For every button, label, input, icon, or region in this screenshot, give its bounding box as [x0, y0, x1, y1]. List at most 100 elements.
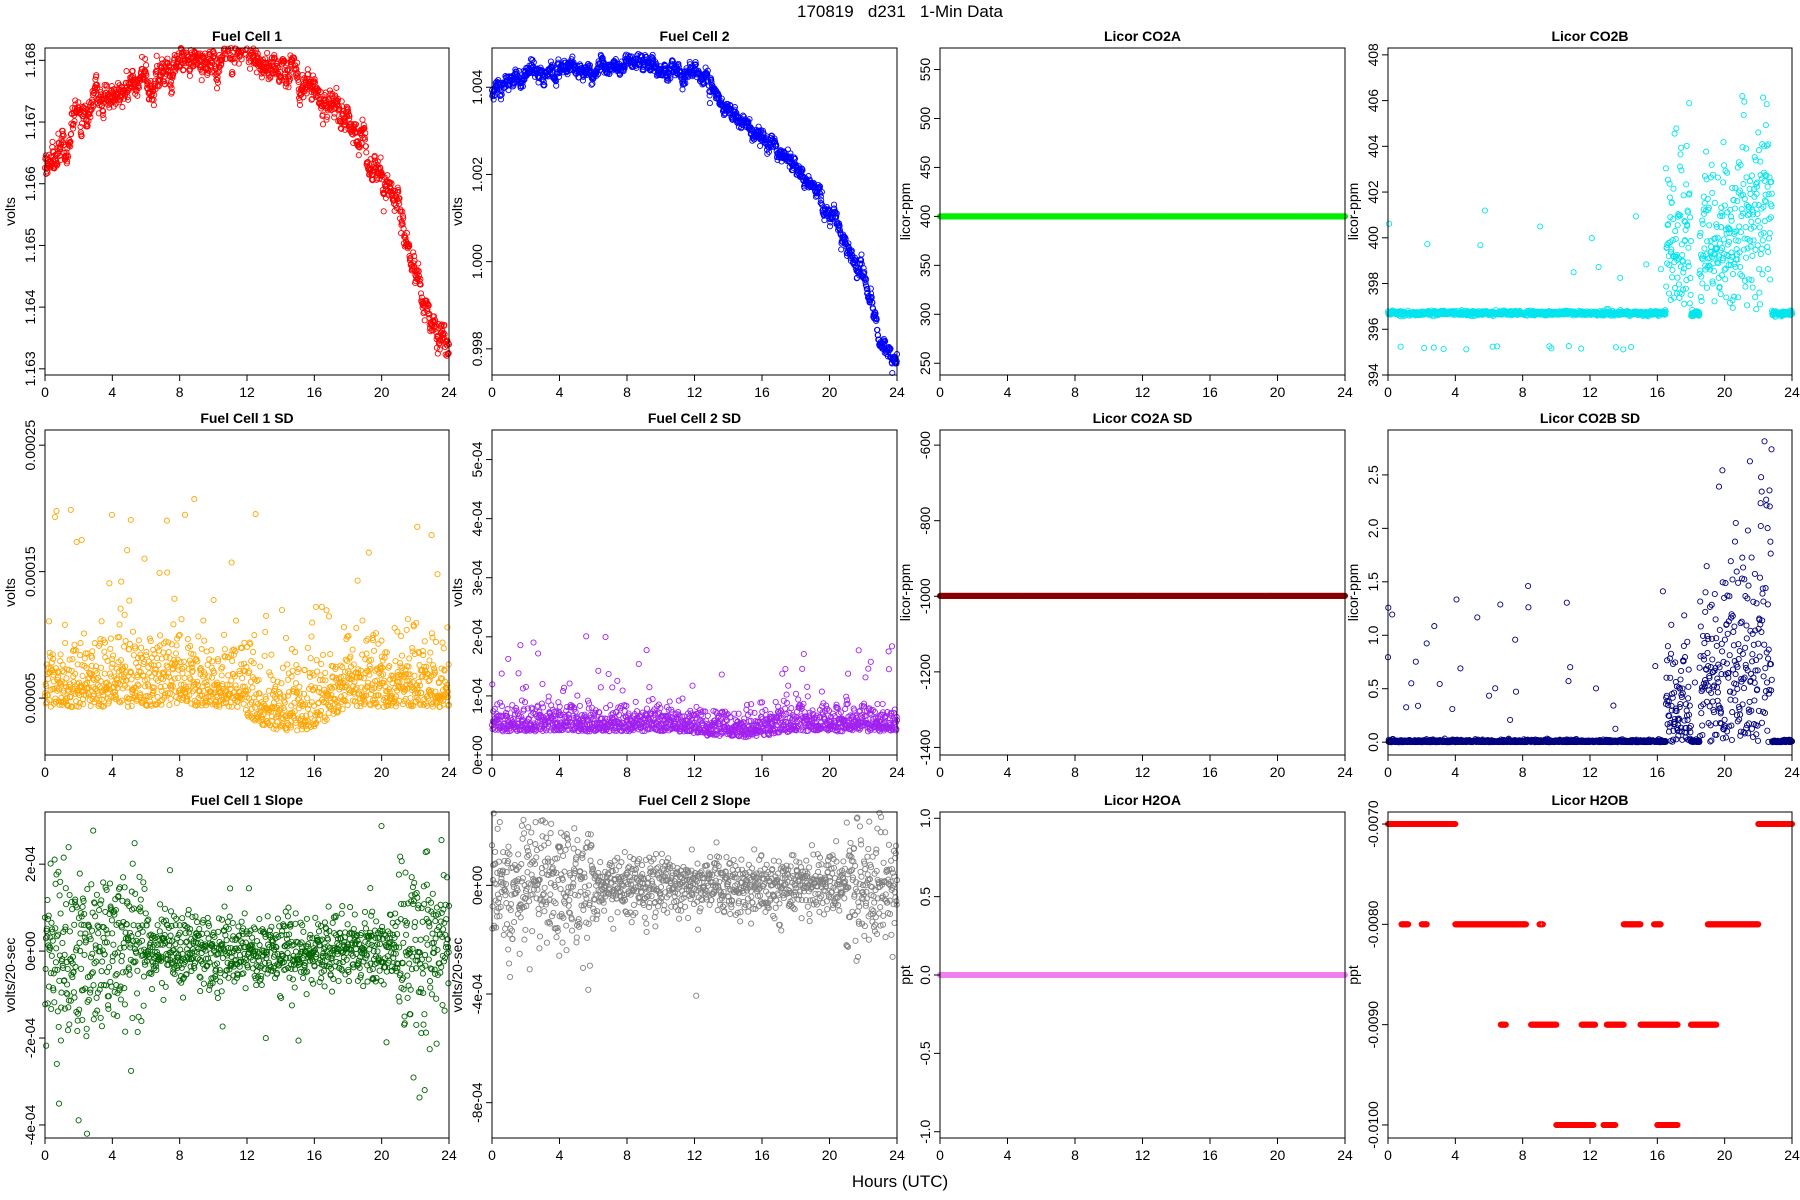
data-point	[295, 78, 302, 86]
data-point	[249, 48, 256, 55]
data-points	[1384, 93, 1796, 353]
x-tick-label: 16	[1202, 384, 1218, 400]
data-point	[392, 201, 399, 208]
x-tick-label: 16	[307, 384, 323, 400]
data-point	[285, 84, 292, 91]
data-point	[833, 213, 840, 220]
data-point	[231, 59, 238, 66]
data-point	[64, 153, 72, 161]
data-point	[154, 67, 161, 74]
data-point	[425, 302, 432, 309]
data-point	[692, 61, 699, 68]
data-point	[1440, 345, 1447, 353]
data-point	[422, 297, 430, 304]
data-point	[862, 274, 869, 281]
data-point	[49, 138, 56, 145]
data-point	[838, 246, 845, 253]
data-point	[85, 117, 92, 124]
data-point	[1430, 344, 1437, 351]
chart-panel-4: Licor CO2B 0 4 8 12 16 20 24 394 396 398 400 402 404 4…	[1343, 28, 1800, 420]
data-point	[278, 73, 285, 80]
data-point	[351, 121, 358, 128]
data-point	[71, 118, 78, 125]
data-point	[510, 79, 517, 86]
data-point	[138, 53, 146, 60]
data-points	[488, 50, 901, 377]
data-point	[315, 86, 322, 94]
data-point	[727, 102, 734, 109]
y-tick-label: 500	[917, 107, 933, 131]
data-point	[377, 154, 384, 161]
data-point	[399, 221, 406, 228]
data-point	[42, 152, 49, 159]
y-tick-label: 1.165	[22, 228, 38, 263]
data-point	[68, 130, 75, 138]
x-tick-label: 8	[176, 384, 184, 400]
data-point	[586, 62, 593, 69]
data-point	[787, 150, 794, 157]
data-point	[294, 59, 301, 66]
data-point	[1546, 343, 1553, 350]
data-point	[869, 305, 877, 312]
chart-panel-2: Fuel Cell 2 0 4 8 12 16 20 24 0.998 1.000 1.002 1.0…	[447, 28, 905, 420]
x-tick-label: 12	[239, 384, 255, 400]
data-point	[213, 85, 221, 92]
data-point	[134, 92, 141, 99]
data-point	[399, 208, 406, 215]
data-point	[864, 286, 871, 293]
x-tick-label: 20	[374, 384, 390, 400]
panel-title: Fuel Cell 2	[659, 28, 729, 44]
data-point	[235, 49, 242, 56]
data-point	[43, 170, 50, 177]
data-point	[851, 261, 858, 268]
data-point	[396, 195, 403, 202]
data-point	[555, 73, 563, 80]
data-point	[371, 152, 378, 159]
y-tick-label: 1.168	[22, 43, 38, 78]
panel-title: Licor CO2B	[1551, 28, 1628, 44]
data-point	[521, 76, 528, 83]
data-point	[355, 152, 362, 159]
data-point	[64, 158, 71, 165]
y-axis-label: volts	[449, 197, 465, 226]
data-point	[889, 369, 896, 377]
data-point	[283, 66, 291, 74]
data-point	[704, 67, 711, 74]
data-point	[856, 266, 863, 273]
data-point	[345, 108, 352, 116]
data-point	[296, 101, 304, 109]
data-point	[830, 201, 838, 208]
data-point	[222, 55, 229, 62]
data-point	[586, 64, 593, 71]
data-point	[72, 97, 79, 104]
data-point	[726, 101, 733, 108]
data-point	[791, 160, 798, 167]
data-point	[417, 290, 425, 297]
data-point	[324, 113, 331, 120]
data-point	[361, 136, 369, 143]
data-point	[555, 56, 562, 63]
data-point	[552, 78, 559, 85]
y-tick-label: 1.002	[469, 157, 485, 192]
data-point	[276, 77, 283, 84]
data-point	[331, 114, 338, 121]
data-point	[254, 50, 261, 57]
data-point	[231, 55, 238, 62]
data-point	[124, 93, 131, 101]
x-tick-label: 8	[623, 384, 631, 400]
data-point	[706, 92, 713, 99]
data-point	[862, 279, 869, 286]
data-point	[1548, 345, 1555, 352]
data-point	[100, 108, 107, 115]
data-point	[625, 52, 632, 59]
y-tick-label: 350	[917, 253, 933, 277]
data-point	[873, 316, 880, 323]
data-point	[413, 267, 420, 274]
data-point	[740, 113, 747, 120]
data-point	[311, 78, 318, 85]
panel-title: Licor CO2A	[1104, 28, 1181, 44]
data-point	[198, 77, 205, 84]
data-point	[589, 80, 596, 87]
data-point	[1565, 343, 1572, 350]
y-tick-label: 0.998	[469, 331, 485, 366]
